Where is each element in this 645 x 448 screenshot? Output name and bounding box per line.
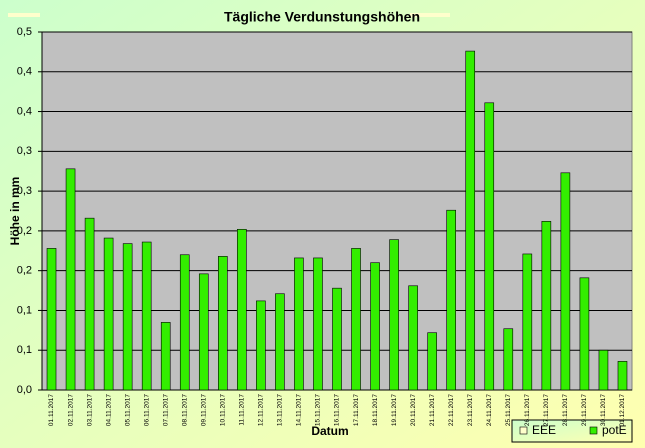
bar (122, 243, 133, 391)
x-tick-label: 07.11.2017 (162, 394, 169, 426)
bar (427, 332, 437, 391)
bar (351, 248, 361, 391)
bar (313, 257, 323, 391)
y-tick-label: 0,2 (17, 265, 32, 277)
x-tick-label: 28.11.2017 (562, 394, 569, 426)
bar (294, 257, 304, 391)
x-tick-label: 20.11.2017 (410, 394, 417, 426)
x-tick-label: 08.11.2017 (181, 394, 188, 426)
x-tick-label: 16.11.2017 (334, 394, 341, 426)
x-tick-label: 24.11.2017 (486, 394, 493, 426)
y-tick-label: 0,3 (17, 185, 32, 197)
x-tick-label: 10.11.2017 (220, 394, 227, 426)
bar (256, 300, 266, 391)
bar (237, 228, 247, 391)
bar (218, 256, 228, 391)
x-tick-label: 11.11.2017 (239, 394, 246, 426)
x-tick-label: 12.11.2017 (258, 394, 265, 426)
bar (103, 237, 114, 391)
x-tick-label: 04.11.2017 (105, 394, 112, 426)
bar (522, 253, 533, 391)
bar (275, 293, 285, 391)
bar (503, 328, 514, 391)
bar (84, 217, 95, 391)
bar (179, 254, 190, 391)
x-tick-label: 23.11.2017 (467, 394, 474, 426)
legend-label: potE (602, 423, 627, 437)
x-tick-label: 27.11.2017 (543, 394, 550, 426)
y-tick-label: 0,0 (17, 384, 32, 396)
x-tick-label: 13.11.2017 (277, 394, 284, 426)
bar (370, 262, 380, 391)
legend (511, 419, 633, 443)
x-tick-label: 14.11.2017 (296, 394, 303, 426)
y-tick-label: 0,4 (17, 66, 32, 78)
bar (141, 241, 152, 391)
bar (389, 239, 399, 391)
x-tick-label: 15.11.2017 (315, 394, 322, 426)
bar (484, 102, 495, 391)
x-tick-label: 18.11.2017 (372, 394, 379, 426)
bar (198, 273, 209, 391)
x-tick-label: 29.11.2017 (581, 394, 588, 426)
x-tick-label: 21.11.2017 (429, 394, 436, 426)
x-tick-label: 02.11.2017 (67, 394, 74, 426)
x-tick-label: 17.11.2017 (353, 394, 360, 426)
bar (46, 248, 57, 391)
y-tick-label: 0,3 (17, 145, 32, 157)
y-tick-label: 0,2 (17, 225, 32, 237)
x-tick-label: 25.11.2017 (505, 394, 512, 426)
bar (617, 361, 628, 391)
x-tick-label: 06.11.2017 (143, 394, 150, 426)
y-axis-label: Höhe in mm (8, 177, 22, 246)
legend-marker (589, 426, 598, 435)
chart-title: Tägliche Verdunstungshöhen (224, 9, 420, 25)
y-tick-label: 0,4 (17, 105, 32, 117)
bar (160, 322, 171, 391)
bar (446, 209, 456, 391)
x-tick-label: 19.11.2017 (391, 394, 398, 426)
bar (598, 349, 609, 391)
legend-marker (519, 426, 528, 435)
bar (560, 172, 571, 391)
legend-label: EEE (532, 423, 556, 437)
bar (332, 287, 342, 391)
bar (65, 168, 76, 391)
x-tick-label: 22.11.2017 (448, 394, 455, 426)
bar (579, 277, 590, 391)
y-tick-label: 0,1 (17, 304, 32, 316)
y-tick-label: 0,5 (17, 26, 32, 38)
x-tick-label: 30.11.2017 (600, 394, 607, 426)
y-tick-label: 0,1 (17, 344, 32, 356)
bar (465, 50, 476, 391)
bar (408, 285, 418, 391)
x-tick-label: 01.12.2017 (619, 394, 626, 427)
bar (541, 221, 552, 391)
x-tick-label: 03.11.2017 (86, 394, 93, 426)
x-tick-label: 09.11.2017 (200, 394, 207, 426)
x-tick-label: 05.11.2017 (124, 394, 131, 426)
x-tick-label: 01.11.2017 (48, 394, 55, 426)
x-axis-label: Datum (311, 424, 348, 438)
x-tick-label: 26.11.2017 (524, 394, 531, 426)
